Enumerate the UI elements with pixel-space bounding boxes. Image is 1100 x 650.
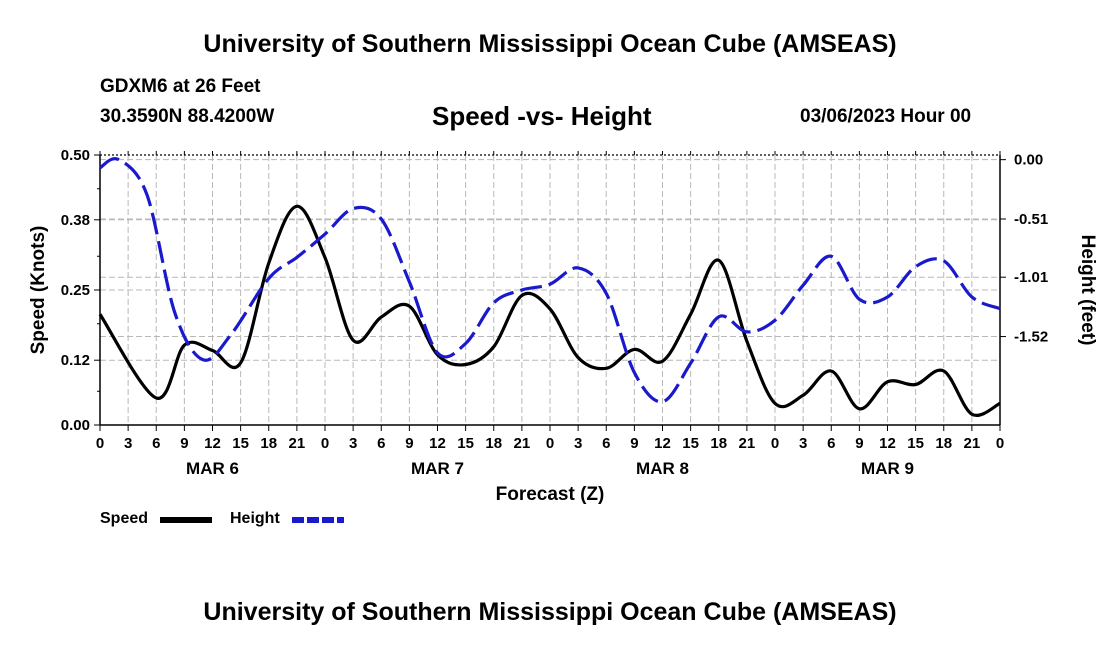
x-tick-label: 0 xyxy=(771,435,779,452)
axes xyxy=(94,151,1006,431)
x-tick-label: 3 xyxy=(349,435,357,452)
x-tick-label: 9 xyxy=(405,435,413,452)
day-label: MAR 8 xyxy=(636,459,689,478)
x-tick-label: 0 xyxy=(546,435,554,452)
x-tick-label: 6 xyxy=(152,435,160,452)
x-tick-label: 0 xyxy=(321,435,329,452)
x-tick-label: 12 xyxy=(654,435,671,452)
forecast-datetime: 03/06/2023 Hour 00 xyxy=(800,106,972,127)
x-tick-label: 18 xyxy=(935,435,952,452)
x-tick-label: 18 xyxy=(485,435,502,452)
x-tick-label: 18 xyxy=(260,435,277,452)
series-line-speed xyxy=(98,204,1001,417)
station-label: GDXM6 at 26 Feet xyxy=(100,76,261,97)
y-left-tick-label: 0.50 xyxy=(61,147,90,164)
x-tick-label: 12 xyxy=(879,435,896,452)
y-right-tick-label: 0.00 xyxy=(1014,152,1043,169)
day-label: MAR 9 xyxy=(861,459,914,478)
y-right-tick-label: -1.01 xyxy=(1014,269,1048,286)
x-tick-label: 9 xyxy=(180,435,188,452)
main-title: University of Southern Mississippi Ocean… xyxy=(203,30,897,58)
x-tick-label: 3 xyxy=(574,435,582,452)
y-right-tick-label: -0.51 xyxy=(1014,211,1048,228)
series xyxy=(98,157,1001,417)
day-label: MAR 7 xyxy=(411,459,464,478)
x-tick-label: 21 xyxy=(289,435,306,452)
x-axis-title: Forecast (Z) xyxy=(496,484,605,505)
legend-speed-label: Speed xyxy=(100,510,149,527)
day-label: MAR 6 xyxy=(186,459,239,478)
x-tick-label: 9 xyxy=(855,435,863,452)
x-tick-label: 6 xyxy=(377,435,385,452)
x-tick-label: 21 xyxy=(739,435,756,452)
x-tick-label: 15 xyxy=(907,435,924,452)
x-tick-label: 12 xyxy=(429,435,446,452)
y-right-axis-title: Height (feet) xyxy=(1077,235,1098,346)
chart-subtitle: Speed -vs- Height xyxy=(432,101,652,131)
x-tick-label: 15 xyxy=(682,435,699,452)
y-right-tick-label: -1.52 xyxy=(1014,329,1048,346)
x-tick-label: 9 xyxy=(630,435,638,452)
x-tick-label: 3 xyxy=(799,435,807,452)
footer-title: University of Southern Mississippi Ocean… xyxy=(203,598,897,626)
x-tick-label: 21 xyxy=(964,435,981,452)
y-left-axis-title: Speed (Knots) xyxy=(28,226,49,355)
x-tick-label: 0 xyxy=(96,435,104,452)
legend-speed-swatch xyxy=(160,517,212,523)
x-tick-label: 6 xyxy=(602,435,610,452)
x-tick-label: 15 xyxy=(457,435,474,452)
x-tick-label: 6 xyxy=(827,435,835,452)
x-tick-label: 12 xyxy=(204,435,221,452)
y-left-tick-label: 0.38 xyxy=(61,212,90,229)
legend-height-label: Height xyxy=(230,510,280,527)
legend-height-swatch xyxy=(292,517,344,523)
x-tick-label: 21 xyxy=(514,435,531,452)
x-tick-label: 18 xyxy=(710,435,727,452)
x-tick-label: 0 xyxy=(996,435,1004,452)
coordinates-label: 30.3590N 88.4200W xyxy=(100,106,275,127)
y-left-tick-label: 0.00 xyxy=(61,417,90,434)
x-tick-label: 3 xyxy=(124,435,132,452)
y-left-tick-label: 0.12 xyxy=(61,352,90,369)
y-left-tick-label: 0.25 xyxy=(61,282,90,299)
axis-labels: 0 3 6 9 12 15 18 21 0 3 6 9 12 15 18 21 0 3 6 9 12 15 18 21 0 3 6 9… xyxy=(28,147,1098,505)
x-tick-label: 15 xyxy=(232,435,249,452)
series-line-height xyxy=(99,157,1001,404)
grid xyxy=(100,155,1000,425)
